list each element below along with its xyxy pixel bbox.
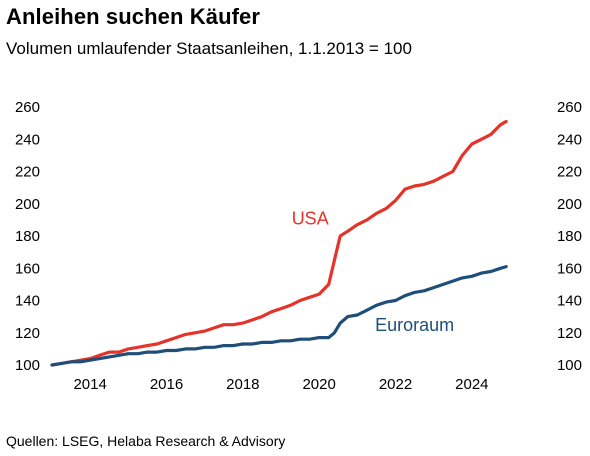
y-tick-label-left: 200 <box>15 196 40 213</box>
y-axis-right: 100 120 140 160 180 200 220 240 260 <box>557 99 582 374</box>
x-tick-label: 2020 <box>302 376 335 393</box>
chart-subtitle: Volumen umlaufender Staatsanleihen, 1.1.… <box>6 39 412 58</box>
y-tick-label-left: 140 <box>15 293 40 310</box>
y-tick-label-right: 180 <box>557 228 582 245</box>
y-tick-label-left: 180 <box>15 228 40 245</box>
series-labels: USA Euroraum <box>292 209 454 335</box>
y-tick-label-right: 200 <box>557 196 582 213</box>
y-tick-label-right: 160 <box>557 260 582 277</box>
y-tick-label-right: 140 <box>557 293 582 310</box>
x-tick-label: 2016 <box>150 376 183 393</box>
source-note: Quellen: LSEG, Helaba Research & Advisor… <box>6 433 286 449</box>
y-tick-label-left: 160 <box>15 260 40 277</box>
y-tick-label-left: 240 <box>15 131 40 148</box>
y-tick-label-right: 120 <box>557 325 582 342</box>
y-tick-label-right: 240 <box>557 131 582 148</box>
y-axis-left: 100 120 140 160 180 200 220 240 260 <box>15 99 40 374</box>
x-tick-label: 2014 <box>73 376 106 393</box>
x-tick-label: 2022 <box>379 376 412 393</box>
x-tick-label: 2018 <box>226 376 259 393</box>
y-tick-label-right: 260 <box>557 99 582 116</box>
y-tick-label-left: 120 <box>15 325 40 342</box>
y-tick-label-left: 260 <box>15 99 40 116</box>
y-tick-label-left: 220 <box>15 164 40 181</box>
x-axis: 2014 2016 2018 2020 2022 2024 <box>73 376 488 393</box>
y-tick-label-right: 100 <box>557 357 582 374</box>
series-line-usa <box>50 119 508 367</box>
series-label-usa: USA <box>292 209 329 229</box>
y-tick-label-right: 220 <box>557 164 582 181</box>
chart-title: Anleihen suchen Käufer <box>6 4 261 29</box>
y-tick-label-left: 100 <box>15 357 40 374</box>
series-label-euroraum: Euroraum <box>375 315 454 335</box>
x-tick-label: 2024 <box>455 376 488 393</box>
series-group <box>50 119 508 367</box>
series-line-euroraum <box>50 265 508 367</box>
